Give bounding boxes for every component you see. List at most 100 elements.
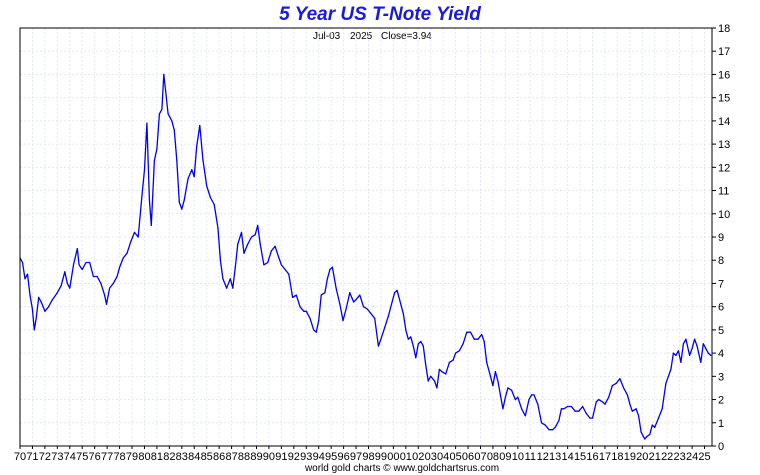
yield-data-point bbox=[165, 90, 167, 92]
yield-data-point bbox=[396, 289, 398, 291]
yield-data-point bbox=[657, 417, 660, 419]
yield-data-point bbox=[700, 361, 702, 363]
yield-data-point bbox=[158, 113, 160, 115]
x-tick-label: 94 bbox=[313, 451, 325, 463]
yield-data-point bbox=[552, 429, 554, 431]
yield-data-point bbox=[100, 282, 102, 284]
yield-data-point bbox=[345, 308, 347, 310]
x-tick-label: 84 bbox=[188, 451, 200, 463]
yield-data-point bbox=[299, 306, 301, 308]
x-tick-label: 18 bbox=[611, 451, 623, 463]
yield-data-point bbox=[640, 431, 642, 433]
yield-data-point bbox=[267, 261, 269, 264]
yield-data-point bbox=[548, 429, 550, 431]
yield-data-point bbox=[384, 327, 386, 329]
yield-data-point bbox=[24, 278, 26, 280]
yield-data-point bbox=[433, 380, 436, 382]
x-tick-label: 71 bbox=[26, 451, 38, 463]
info-date: Jul-03 bbox=[313, 31, 341, 42]
yield-data-point bbox=[578, 410, 580, 412]
yield-data-point bbox=[250, 236, 253, 238]
yield-data-point bbox=[702, 343, 704, 345]
yield-data-point bbox=[243, 252, 245, 254]
yield-data-point bbox=[167, 113, 169, 115]
yield-data-point bbox=[705, 347, 707, 350]
footer-credit: world gold charts © www.goldchartsrus.co… bbox=[304, 463, 499, 474]
yield-data-point bbox=[178, 201, 180, 203]
y-tick-label: 10 bbox=[718, 209, 730, 221]
yield-data-point bbox=[601, 401, 604, 403]
yield-data-point bbox=[270, 250, 272, 252]
yield-data-point bbox=[540, 422, 543, 424]
x-tick-label: 98 bbox=[362, 451, 374, 463]
yield-data-point bbox=[112, 282, 114, 284]
yield-data-point bbox=[232, 287, 234, 289]
y-tick-label: 9 bbox=[718, 232, 724, 244]
yield-data-point bbox=[441, 371, 443, 373]
y-tick-label: 16 bbox=[718, 69, 730, 81]
yield-data-point bbox=[502, 408, 504, 410]
yield-data-point bbox=[642, 436, 645, 438]
yield-data-point bbox=[51, 299, 54, 301]
yield-data-point bbox=[278, 257, 280, 259]
info-year: 2025 bbox=[350, 31, 373, 42]
x-tick-label: 02 bbox=[412, 451, 424, 463]
y-tick-label: 14 bbox=[718, 116, 730, 128]
yield-data-point bbox=[202, 159, 204, 161]
yield-data-point bbox=[436, 387, 438, 389]
yield-data-point bbox=[331, 266, 333, 268]
yield-data-point bbox=[329, 268, 331, 271]
yield-data-point bbox=[521, 408, 523, 410]
y-tick-label: 13 bbox=[718, 139, 730, 151]
yield-data-point bbox=[76, 248, 78, 250]
yield-data-point bbox=[483, 340, 485, 343]
yield-data-point bbox=[615, 382, 617, 384]
yield-data-point bbox=[78, 264, 80, 266]
yield-data-point bbox=[507, 387, 509, 389]
yield-data-point bbox=[377, 345, 379, 347]
yield-data-point bbox=[247, 243, 249, 245]
yield-data-point bbox=[563, 408, 565, 410]
yield-data-point bbox=[604, 403, 606, 405]
yield-data-point bbox=[537, 403, 539, 405]
yield-data-point bbox=[410, 336, 412, 338]
yield-data-point bbox=[122, 257, 124, 259]
yield-data-point bbox=[458, 350, 460, 352]
yield-data-point bbox=[295, 294, 297, 296]
x-tick-label: 08 bbox=[487, 451, 499, 463]
yield-data-point bbox=[318, 320, 320, 322]
yield-data-point bbox=[558, 419, 560, 422]
x-tick-label: 03 bbox=[425, 451, 437, 463]
yield-data-point bbox=[309, 317, 311, 319]
x-tick-label: 86 bbox=[213, 451, 225, 463]
y-tick-label: 8 bbox=[718, 255, 724, 267]
yield-data-point bbox=[176, 159, 178, 161]
yield-data-point bbox=[226, 287, 228, 289]
yield-data-point bbox=[626, 394, 629, 396]
yield-data-point bbox=[524, 415, 526, 417]
y-tick-label: 15 bbox=[718, 93, 730, 105]
yield-data-point bbox=[21, 261, 24, 264]
yield-data-point bbox=[585, 412, 587, 415]
yield-data-point bbox=[477, 338, 479, 340]
yield-data-point bbox=[29, 294, 31, 296]
yield-data-point bbox=[481, 333, 483, 336]
x-tick-label: 22 bbox=[661, 451, 673, 463]
yield-data-point bbox=[707, 352, 709, 354]
yield-data-point bbox=[193, 176, 195, 178]
yield-data-point bbox=[148, 199, 150, 201]
yield-data-point bbox=[667, 375, 670, 377]
yield-data-point bbox=[153, 159, 155, 161]
yield-data-point bbox=[694, 338, 696, 340]
yield-data-point bbox=[528, 399, 530, 401]
yield-data-point bbox=[81, 268, 83, 271]
yield-data-point bbox=[257, 224, 259, 226]
yield-data-point bbox=[353, 301, 355, 303]
yield-data-point bbox=[492, 385, 494, 387]
x-tick-label: 16 bbox=[586, 451, 598, 463]
x-tick-label: 20 bbox=[636, 451, 648, 463]
x-tick-label: 83 bbox=[176, 451, 188, 463]
yield-data-point bbox=[469, 331, 472, 333]
yield-data-point bbox=[560, 408, 563, 410]
